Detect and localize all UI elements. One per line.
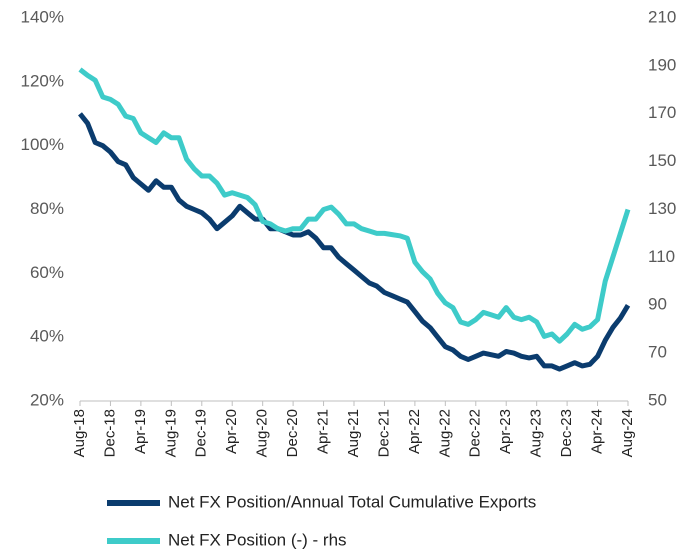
- x-tick-label: Aug-21: [345, 409, 362, 457]
- x-tick-label: Aug-19: [162, 409, 179, 457]
- y2-tick-label: 50: [648, 390, 667, 409]
- x-tick-label: Apr-24: [589, 409, 606, 454]
- x-tick-label: Dec-21: [375, 409, 392, 457]
- y2-tick-label: 130: [648, 199, 676, 218]
- y-tick-label: 80%: [30, 199, 64, 218]
- x-tick-label: Aug-22: [436, 409, 453, 457]
- x-tick-label: Aug-18: [71, 409, 88, 457]
- y2-tick-label: 150: [648, 151, 676, 170]
- y2-tick-label: 170: [648, 103, 676, 122]
- x-tick-label: Apr-23: [497, 409, 514, 454]
- y2-tick-label: 90: [648, 295, 667, 314]
- x-tick-label: Apr-19: [132, 409, 149, 454]
- legend-label: Net FX Position (-) - rhs: [168, 530, 347, 549]
- series-line: [78, 67, 631, 344]
- y2-tick-label: 210: [648, 7, 676, 26]
- x-tick-label: Aug-23: [528, 409, 545, 457]
- legend-label: Net FX Position/Annual Total Cumulative …: [168, 492, 536, 511]
- x-tick-label: Dec-20: [284, 409, 301, 457]
- x-tick-label: Aug-24: [619, 409, 636, 457]
- y-tick-label: 120%: [21, 71, 64, 90]
- x-tick-label: Apr-20: [223, 409, 240, 454]
- series-line: [78, 112, 631, 372]
- y-tick-label: 60%: [30, 263, 64, 282]
- x-tick-label: Aug-20: [254, 409, 271, 457]
- x-tick-label: Dec-23: [558, 409, 575, 457]
- y-tick-label: 100%: [21, 135, 64, 154]
- y-tick-label: 40%: [30, 327, 64, 346]
- x-tick-label: Dec-22: [467, 409, 484, 457]
- x-tick-label: Dec-19: [193, 409, 210, 457]
- y-tick-label: 140%: [21, 7, 64, 26]
- y2-tick-label: 110: [648, 247, 675, 266]
- x-tick-label: Apr-22: [406, 409, 423, 454]
- y2-tick-label: 70: [648, 343, 667, 362]
- y-tick-label: 20%: [30, 390, 64, 409]
- y2-tick-label: 190: [648, 55, 676, 74]
- x-tick-label: Apr-21: [315, 409, 332, 454]
- x-tick-label: Dec-18: [101, 409, 118, 457]
